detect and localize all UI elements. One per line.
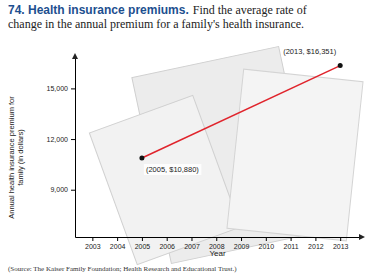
x-tick-label: 2013 [333, 243, 349, 250]
x-tick-label: 2007 [184, 243, 200, 250]
source: (Source: The Kaiser Family Foundation; H… [8, 265, 237, 273]
y-axis: 9,000 12,000 15,000 [47, 59, 76, 238]
x-tick-label: 2006 [159, 243, 175, 250]
x-tick-label: 2010 [259, 243, 275, 250]
point [338, 63, 343, 68]
x-arrow [359, 234, 365, 240]
form [89, 95, 240, 264]
y-tick-label: 9,000 [50, 186, 68, 193]
text-line: change in the annual premium for a famil… [8, 17, 304, 31]
subtitle: Find the average rate of [193, 3, 307, 17]
x-axis-line [76, 237, 361, 238]
subtitle-cont: change in the annual premium for a famil… [8, 17, 304, 31]
x-tick: 2009 [234, 237, 250, 250]
x-tick-mark [266, 237, 267, 241]
x-tick-label: 2011 [284, 243, 299, 250]
text-line: family (in dollars) [16, 129, 25, 186]
x-tick-label: 2012 [308, 243, 324, 250]
x-tick-mark [191, 237, 192, 241]
x-axis-title: Year [209, 249, 226, 258]
x-tick: 2004 [110, 237, 126, 250]
x-tick-mark [167, 237, 168, 241]
x-tick-mark [241, 237, 242, 241]
y-tick-mark [71, 190, 75, 191]
text-line: Find the average rate of [193, 3, 307, 17]
y-tick-mark [71, 88, 75, 89]
annotation-bg [281, 46, 338, 57]
y-arrow [72, 53, 78, 59]
x-tick-label: 2005 [135, 243, 151, 250]
x-tick-label: 2003 [85, 243, 101, 250]
text-line: Annual health insurance premium for [7, 96, 16, 219]
chart: 74. Health insurance premiums. Find the a… [0, 0, 369, 277]
x-tick: 2003 [85, 237, 101, 250]
background-forms [89, 46, 363, 264]
annotation: (2005, $10,880) [146, 165, 199, 174]
x-tick: 2007 [184, 237, 200, 250]
y-tick: 9,000 [50, 186, 75, 193]
y-axis-title: Annual health insurance premium forfamil… [7, 96, 25, 219]
x-tick: 2006 [159, 237, 175, 250]
form [227, 69, 363, 241]
x-tick: 2005 [135, 237, 151, 250]
x-tick-mark [142, 237, 143, 241]
x-tick: 2010 [259, 237, 275, 250]
x-tick: 2011 [284, 237, 299, 250]
x-tick-label: 2004 [110, 243, 126, 250]
annotation: (2013, $16,351) [283, 47, 336, 56]
title: 74. Health insurance premiums. [8, 3, 189, 17]
line [142, 66, 340, 158]
x-tick: 2012 [308, 237, 324, 250]
x-tick: 2013 [333, 237, 349, 250]
plot-area [139, 63, 342, 160]
x-tick-mark [291, 237, 292, 241]
y-tick: 15,000 [47, 85, 75, 92]
y-tick: 12,000 [47, 136, 75, 143]
x-tick-mark [216, 237, 217, 241]
annotation-bg [144, 164, 201, 175]
y-tick-label: 12,000 [47, 136, 69, 143]
y-tick-label: 15,000 [47, 85, 69, 92]
x-tick-mark [340, 237, 341, 241]
y-axis-line [75, 59, 76, 238]
y-tick-mark [71, 139, 75, 140]
x-tick-mark [117, 237, 118, 241]
x-tick-mark [315, 237, 316, 241]
x-tick-mark [92, 237, 93, 241]
point [139, 155, 144, 160]
x-tick-label: 2009 [234, 243, 250, 250]
